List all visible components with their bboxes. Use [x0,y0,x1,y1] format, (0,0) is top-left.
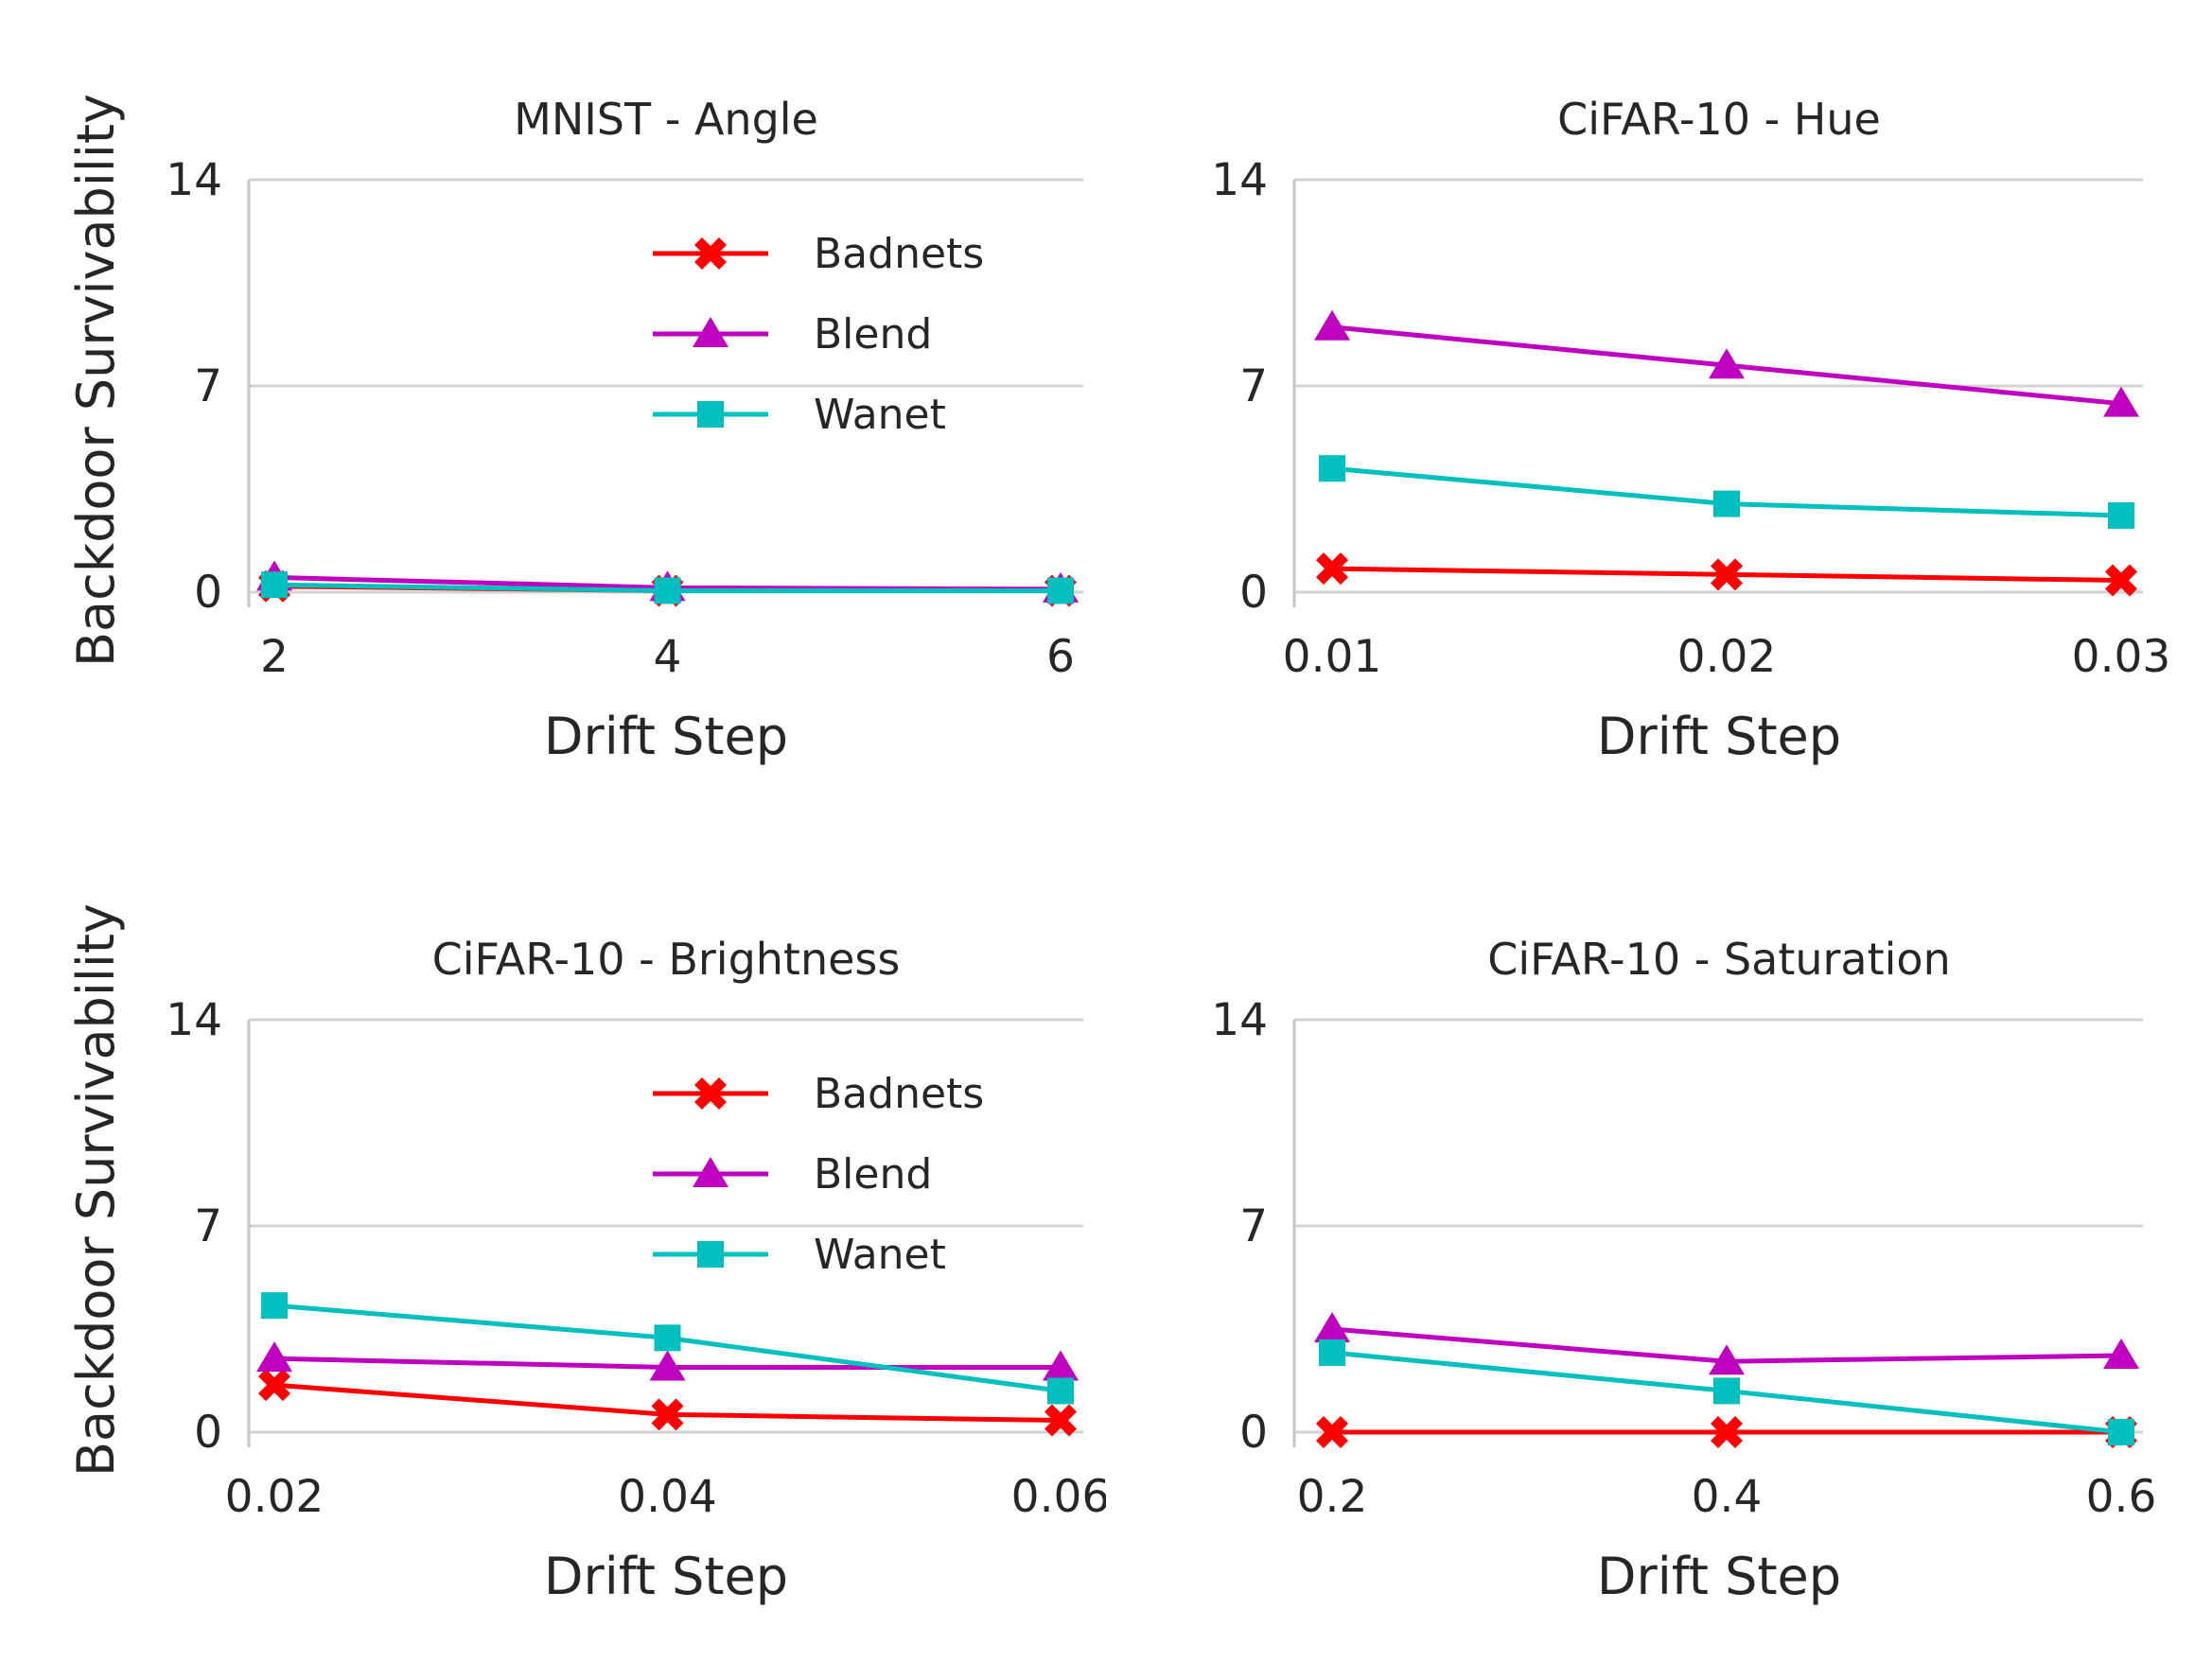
subplot-cifar10-brightness: CiFAR-10 - Brightness 0 7 14 0.02 0.04 0.06 Ba… [166,934,1106,1606]
legend-label: Badnets [814,230,984,278]
badnets-marker-x-icon [651,1398,684,1431]
badnets-marker-x-icon [1316,1416,1348,1448]
wanet-marker-square-icon [261,571,288,599]
x-tick-label: 0.6 [2086,1471,2157,1523]
y-tick-label: 7 [194,1200,222,1252]
legend-item-blend: Blend [653,1150,932,1199]
legend-label: Blend [814,310,932,359]
badnets-marker-x-icon [2105,564,2137,597]
wanet-marker-square-icon [1713,1377,1740,1405]
chart-title: MNIST - Angle [514,94,818,145]
blend-marker-triangle-icon [1709,348,1745,379]
blend-marker-triangle-icon [1314,309,1350,341]
x-tick-label: 0.01 [1283,631,1382,683]
subplot-cifar10-saturation: CiFAR-10 - Saturation 0 7 14 0.2 0.4 0.6 Drif… [1211,934,2156,1606]
subplot-mnist-angle: MNIST - Angle 0 7 14 2 4 6 Badnets Blend Wanet D… [166,94,1083,766]
y-tick-label: 7 [1239,1200,1268,1252]
x-tick-label: 0.04 [618,1471,717,1523]
y-tick-label: 7 [194,360,222,412]
x-tick-label: 6 [1046,631,1075,683]
legend: Badnets Blend Wanet [653,1070,984,1279]
plot-area: 0 7 14 2 4 6 Badnets Blend Wanet [166,154,1083,683]
legend-wanet-marker-square-icon [697,1241,724,1268]
legend-blend-marker-triangle-icon [693,317,729,347]
blend-marker-triangle-icon [649,1350,686,1381]
wanet-marker-square-icon [2108,502,2134,530]
x-axis-label: Drift Step [1597,1547,1841,1606]
legend-item-badnets: Badnets [653,230,984,278]
chart-title: CiFAR-10 - Saturation [1487,934,1950,985]
legend-blend-marker-triangle-icon [693,1157,729,1187]
legend-item-badnets: Badnets [653,1070,984,1118]
subplot-cifar10-hue: CiFAR-10 - Hue 0 7 14 0.01 0.02 0.03 Drift St… [1211,94,2170,766]
x-axis-label: Drift Step [544,707,788,766]
plot-area: 0 7 14 0.01 0.02 0.03 [1211,154,2170,683]
wanet-marker-square-icon [654,577,681,604]
blend-marker-triangle-icon [1314,1312,1350,1342]
legend-badnets-marker-x-icon [694,237,727,270]
y-tick-label: 0 [1239,1407,1268,1459]
badnets-marker-x-icon [1316,552,1348,586]
y-tick-label: 14 [166,154,222,206]
wanet-marker-square-icon [1047,1377,1074,1405]
legend-badnets-marker-x-icon [694,1077,727,1110]
x-axis-label: Drift Step [544,1547,788,1606]
wanet-marker-square-icon [261,1292,288,1320]
x-tick-label: 2 [260,631,289,683]
y-tick-label: 7 [1239,360,1268,412]
wanet-marker-square-icon [1319,1339,1345,1366]
blend-marker-triangle-icon [1709,1344,1745,1375]
legend-item-wanet: Wanet [653,1231,946,1279]
x-tick-label: 0.02 [225,1471,325,1523]
y-tick-label: 0 [194,567,222,619]
legend-wanet-marker-square-icon [697,401,724,428]
chart-title: CiFAR-10 - Hue [1557,94,1881,145]
x-tick-label: 0.06 [1011,1471,1106,1523]
legend-item-blend: Blend [653,310,932,359]
y-tick-label: 0 [1239,567,1268,619]
badnets-marker-x-icon [258,1369,290,1402]
wanet-marker-square-icon [1047,577,1074,604]
legend-item-wanet: Wanet [653,391,946,439]
legend-label: Wanet [814,391,946,439]
legend-label: Badnets [814,1070,984,1118]
badnets-marker-x-icon [1711,1416,1743,1448]
x-tick-label: 4 [654,631,682,683]
wanet-marker-square-icon [2108,1419,2134,1445]
wanet-marker-square-icon [1319,455,1345,482]
x-tick-label: 0.4 [1692,1471,1763,1523]
x-tick-label: 0.02 [1677,631,1777,683]
blend-marker-triangle-icon [2103,386,2139,417]
y-tick-label: 14 [1211,994,1268,1046]
wanet-marker-square-icon [1713,490,1740,517]
y-tick-label: 0 [194,1407,222,1459]
blend-marker-triangle-icon [1043,1350,1079,1381]
badnets-marker-x-icon [1711,558,1743,591]
blend-marker-triangle-icon [256,1341,292,1373]
wanet-marker-square-icon [654,1324,681,1352]
y-tick-label: 14 [1211,154,1268,206]
x-tick-label: 0.2 [1297,1471,1368,1523]
badnets-marker-x-icon [1045,1404,1077,1437]
y-tick-label: 14 [166,994,222,1046]
plot-area: 0 7 14 0.2 0.4 0.6 [1211,994,2156,1523]
x-axis-label: Drift Step [1597,707,1841,766]
plot-area: 0 7 14 0.02 0.04 0.06 Badnets Blend Wanet [166,994,1106,1523]
chart-title: CiFAR-10 - Brightness [432,934,901,985]
legend-label: Blend [814,1150,932,1199]
x-tick-label: 0.03 [2072,631,2171,683]
legend: Badnets Blend Wanet [653,230,984,439]
blend-marker-triangle-icon [2103,1339,2139,1370]
legend-label: Wanet [814,1231,946,1279]
